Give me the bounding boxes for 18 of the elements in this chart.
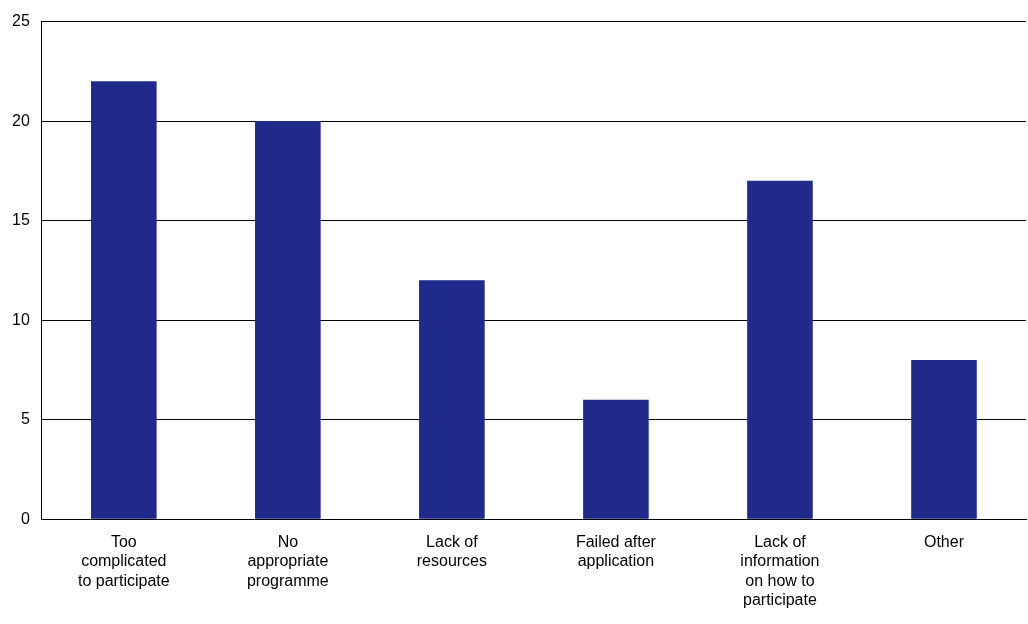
- y-tick-label: 10: [12, 310, 30, 328]
- y-tick-label: 0: [20, 509, 30, 527]
- bar: [255, 121, 321, 519]
- y-tick-label: 25: [12, 12, 30, 30]
- x-tick-label: Lack of resources: [416, 533, 488, 570]
- x-tick-label: Lack of information on how to participate: [740, 533, 820, 608]
- x-tick-label: Too complicated to participate: [78, 533, 170, 589]
- y-tick-label: 20: [12, 111, 30, 129]
- bar: [91, 81, 157, 519]
- x-tick-label: Failed after application: [575, 533, 657, 570]
- bar: [747, 180, 813, 519]
- bar: [419, 280, 485, 519]
- y-tick-label: 15: [12, 211, 30, 229]
- bar: [911, 359, 977, 519]
- x-tick-label: Other: [923, 533, 965, 551]
- x-tick-label: No appropriate programme: [246, 533, 329, 589]
- bar: [583, 399, 649, 519]
- y-tick-label: 5: [20, 410, 30, 428]
